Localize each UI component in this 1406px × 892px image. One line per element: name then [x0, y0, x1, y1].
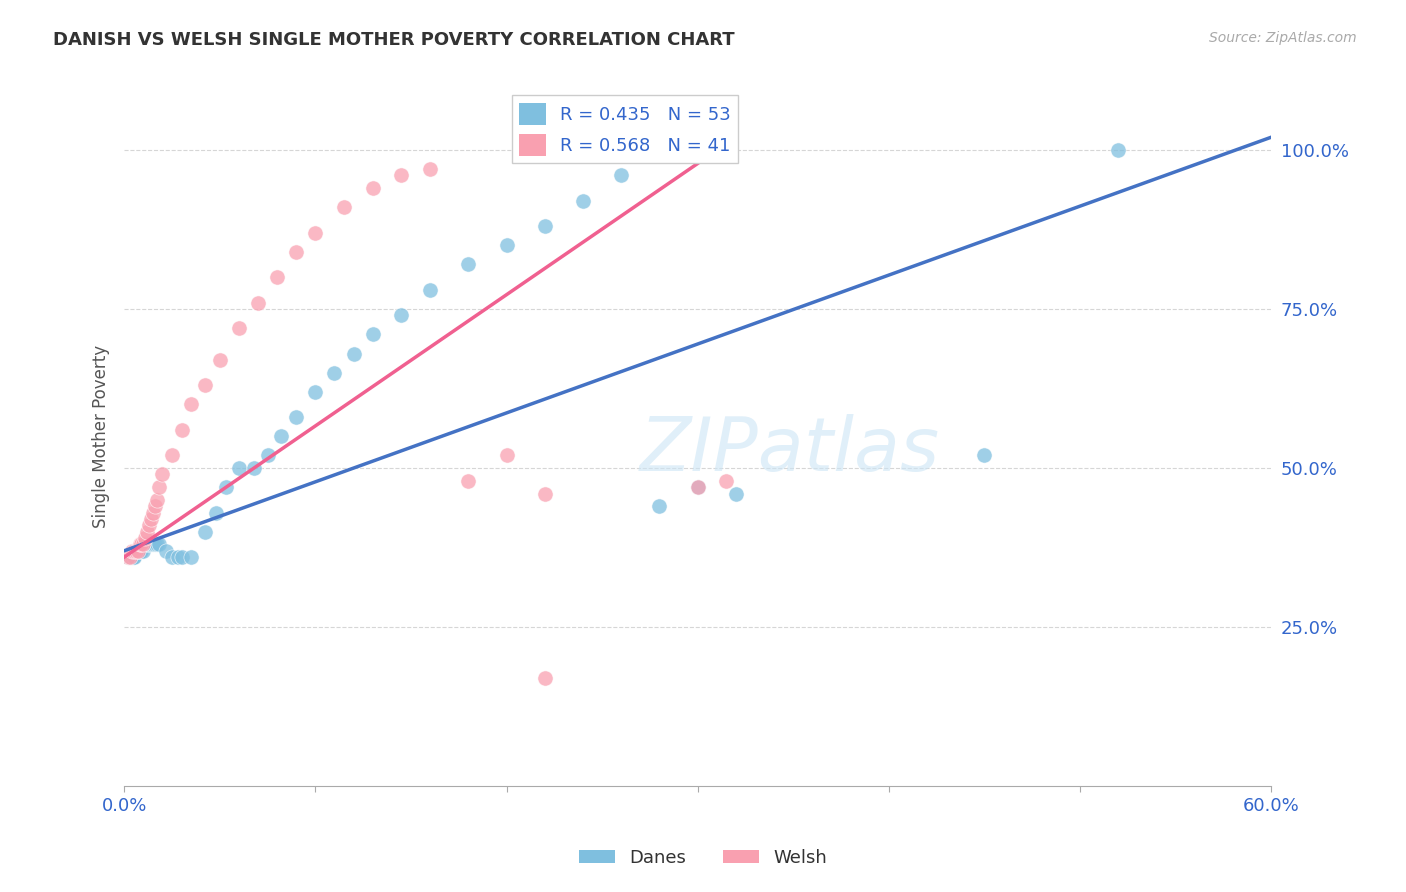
Point — [134, 531, 156, 545]
Point — [193, 378, 215, 392]
Point — [285, 410, 308, 425]
Point — [620, 143, 643, 157]
Point — [160, 550, 183, 565]
Point — [270, 429, 292, 443]
Point — [973, 448, 995, 462]
Point — [333, 200, 356, 214]
Point — [304, 384, 326, 399]
Point — [247, 295, 270, 310]
Point — [138, 537, 160, 551]
Text: DANISH VS WELSH SINGLE MOTHER POVERTY CORRELATION CHART: DANISH VS WELSH SINGLE MOTHER POVERTY CO… — [53, 31, 735, 49]
Point — [572, 194, 595, 208]
Point — [648, 500, 671, 514]
Point — [143, 537, 166, 551]
Point — [648, 143, 671, 157]
Point — [419, 283, 441, 297]
Point — [495, 448, 517, 462]
Point — [138, 518, 160, 533]
Point — [686, 480, 709, 494]
Point — [228, 461, 250, 475]
Point — [724, 486, 747, 500]
Point — [117, 550, 139, 565]
Point — [125, 543, 148, 558]
Point — [361, 181, 384, 195]
Point — [1107, 143, 1129, 157]
Y-axis label: Single Mother Poverty: Single Mother Poverty — [93, 344, 110, 528]
Legend: R = 0.435   N = 53, R = 0.568   N = 41: R = 0.435 N = 53, R = 0.568 N = 41 — [512, 95, 738, 163]
Point — [131, 543, 153, 558]
Point — [134, 537, 156, 551]
Text: ZIPatlas: ZIPatlas — [640, 414, 939, 486]
Point — [160, 448, 183, 462]
Point — [457, 258, 479, 272]
Point — [256, 448, 278, 462]
Point — [139, 512, 162, 526]
Point — [533, 486, 555, 500]
Point — [145, 492, 167, 507]
Point — [266, 270, 288, 285]
Point — [128, 543, 150, 558]
Point — [342, 346, 364, 360]
Point — [205, 506, 228, 520]
Point — [131, 537, 153, 551]
Point — [243, 461, 266, 475]
Point — [166, 550, 188, 565]
Point — [136, 537, 159, 551]
Point — [495, 238, 517, 252]
Point — [118, 550, 141, 565]
Point — [170, 550, 193, 565]
Point — [152, 467, 174, 482]
Point — [132, 543, 155, 558]
Point — [228, 321, 250, 335]
Point — [117, 550, 139, 565]
Legend: Danes, Welsh: Danes, Welsh — [572, 842, 834, 874]
Text: Source: ZipAtlas.com: Source: ZipAtlas.com — [1209, 31, 1357, 45]
Point — [361, 327, 384, 342]
Point — [457, 474, 479, 488]
Point — [304, 226, 326, 240]
Point — [128, 537, 150, 551]
Point — [155, 543, 177, 558]
Point — [127, 543, 149, 558]
Point — [686, 480, 709, 494]
Point — [610, 143, 633, 157]
Point — [132, 537, 155, 551]
Point — [214, 480, 236, 494]
Point — [285, 244, 308, 259]
Point — [118, 550, 141, 565]
Point — [628, 143, 651, 157]
Point — [121, 543, 143, 558]
Point — [389, 309, 412, 323]
Point — [638, 143, 661, 157]
Point — [122, 550, 145, 565]
Point — [180, 397, 202, 411]
Point — [180, 550, 202, 565]
Point — [389, 169, 412, 183]
Point — [122, 543, 145, 558]
Point — [193, 524, 215, 539]
Point — [419, 162, 441, 177]
Point — [716, 474, 738, 488]
Point — [121, 550, 143, 565]
Point — [533, 671, 555, 685]
Point — [136, 524, 159, 539]
Point — [170, 423, 193, 437]
Point — [323, 366, 346, 380]
Point — [208, 352, 231, 367]
Point — [142, 506, 165, 520]
Point — [533, 219, 555, 234]
Point — [145, 537, 167, 551]
Point — [148, 537, 170, 551]
Point — [142, 537, 165, 551]
Point — [139, 537, 162, 551]
Point — [122, 550, 145, 565]
Point — [125, 543, 148, 558]
Point — [148, 480, 170, 494]
Point — [610, 169, 633, 183]
Point — [143, 500, 166, 514]
Point — [127, 543, 149, 558]
